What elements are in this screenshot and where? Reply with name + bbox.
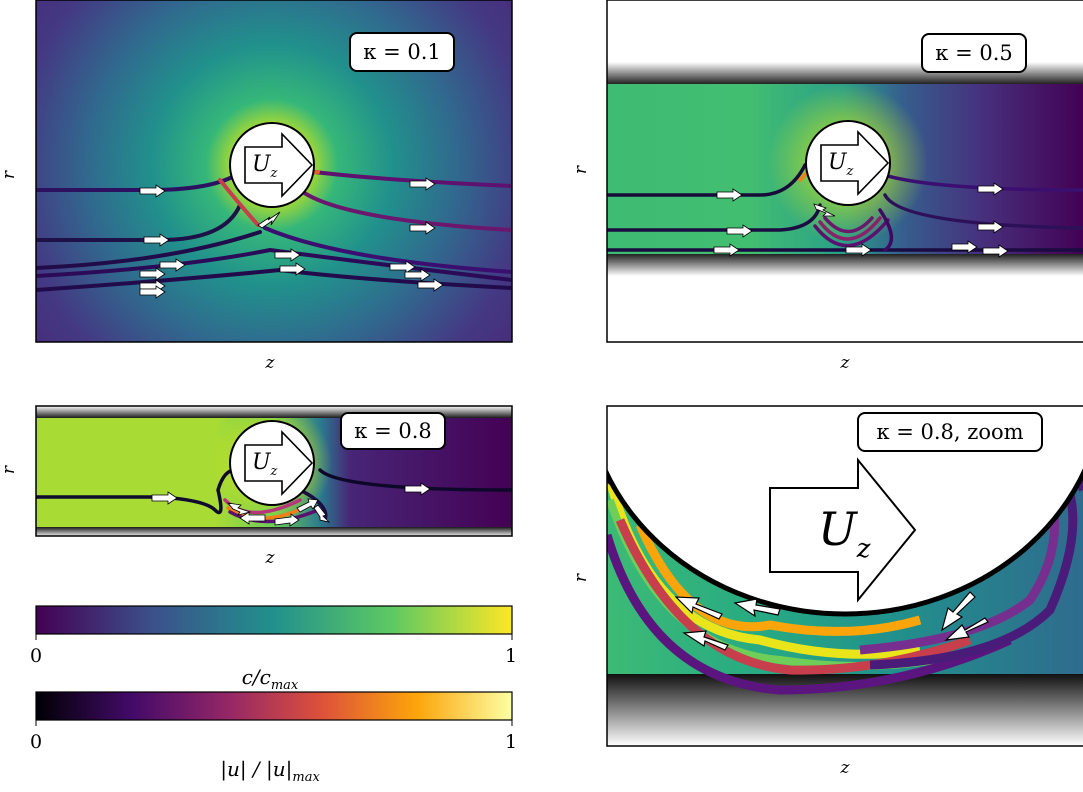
x-axis-label: z: [265, 548, 276, 568]
panel-kappa-0-5: Uz κ = 0.5 z r: [571, 0, 1083, 373]
panel-kappa-0-8-zoom: Uz κ = 0.8, zoom z r: [571, 405, 1083, 778]
obstacle-sphere: Uz: [229, 122, 315, 208]
svg-text:Uz: Uz: [818, 502, 871, 564]
colorbar-concentration: 0 1 c/cmax: [30, 605, 517, 693]
colorbar-label: |u| / |u|max: [220, 757, 320, 785]
y-axis-label: r: [571, 573, 591, 582]
obstacle-sphere: Uz: [229, 420, 315, 506]
flow-arrows: [139, 177, 444, 299]
panel-frame: [606, 0, 1083, 343]
colorbar-min-label: 0: [30, 645, 42, 667]
panel-frame: [35, 0, 513, 343]
colorbar-velocity: 0 1 |u| / |u|max: [30, 691, 517, 785]
x-axis-label: z: [840, 758, 851, 778]
panel-frame: [606, 405, 1083, 747]
svg-text:κ = 0.1: κ = 0.1: [363, 40, 440, 64]
obstacle-sphere: Uz: [607, 406, 1083, 617]
velocity-arrow-icon: [244, 132, 314, 198]
velocity-arrow-icon: [244, 430, 314, 496]
kappa-box: κ = 0.1: [349, 32, 455, 72]
panel-kappa-0-8: Uz κ = 0.8 z r: [0, 405, 513, 568]
y-axis-label: r: [571, 165, 591, 174]
svg-text:Uz: Uz: [252, 450, 278, 479]
colorbar-max-label: 1: [505, 731, 517, 753]
streamlines: [36, 468, 512, 524]
flow-arrows: [151, 482, 431, 527]
colorbar-min-label: 0: [30, 731, 42, 753]
obstacle-sphere: Uz: [805, 120, 891, 206]
panel-kappa-0-1: Uz κ = 0.1 z r: [0, 0, 513, 373]
flow-arrows: [674, 591, 989, 651]
y-axis-label: r: [0, 465, 19, 474]
svg-text:Uz: Uz: [252, 152, 278, 181]
velocity-arrow-icon: [769, 457, 917, 603]
svg-text:κ = 0.8, zoom: κ = 0.8, zoom: [876, 420, 1023, 444]
kappa-box: κ = 0.5: [921, 33, 1027, 73]
kappa-box: κ = 0.8, zoom: [857, 412, 1043, 452]
colorbar-max-label: 1: [505, 645, 517, 667]
svg-text:κ = 0.8: κ = 0.8: [354, 419, 431, 443]
svg-text:κ = 0.5: κ = 0.5: [935, 41, 1012, 65]
x-axis-label: z: [265, 353, 276, 373]
y-axis-label: r: [0, 170, 19, 179]
channel-wall-bottom: [607, 254, 1083, 276]
velocity-arrow-icon: [820, 130, 890, 196]
channel-wall-bottom: [36, 527, 512, 536]
x-axis-label: z: [840, 353, 851, 373]
colorbar-label: c/cmax: [242, 665, 299, 693]
panel-frame: [35, 405, 513, 537]
kappa-box: κ = 0.8: [340, 412, 446, 450]
svg-text:Uz: Uz: [828, 150, 854, 179]
flow-arrows: [713, 182, 1009, 258]
